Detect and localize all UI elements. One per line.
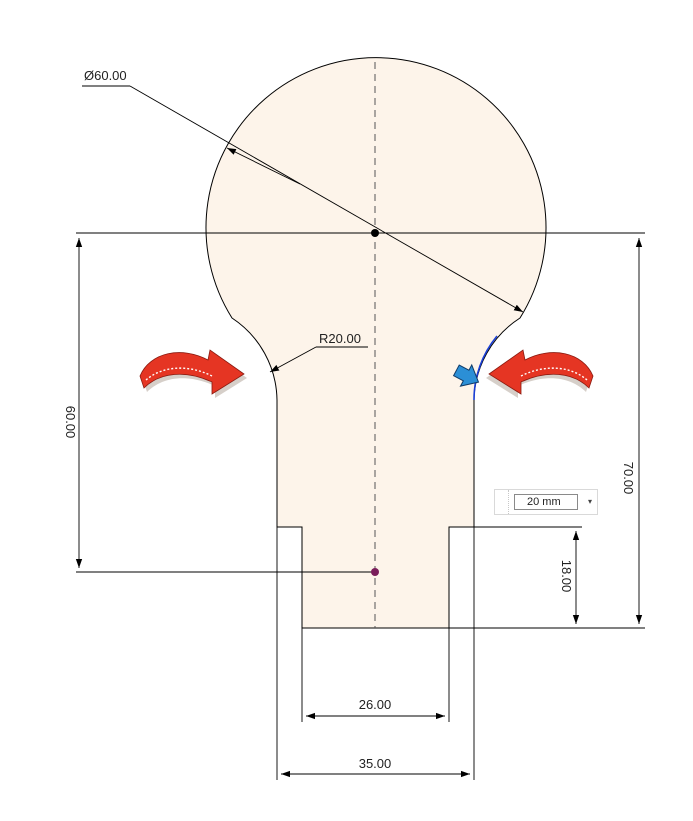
curved-arrow-red-icon — [486, 349, 594, 398]
dim-70-label[interactable]: 70.00 — [621, 462, 636, 495]
diameter-dimension-line — [129, 85, 524, 313]
radius-dimension-line — [269, 346, 317, 373]
chevron-down-icon[interactable]: ▾ — [587, 497, 592, 506]
dimension-value-input[interactable] — [514, 494, 578, 510]
selected-fillet-edge[interactable] — [473, 335, 498, 401]
sketch-point[interactable] — [371, 568, 379, 576]
drag-handle[interactable] — [495, 490, 509, 514]
dimension-input-box: ▾ — [494, 489, 598, 515]
curved-arrow-red-icon — [139, 349, 247, 398]
sketch-profile[interactable] — [205, 57, 547, 629]
diameter-dimension-label[interactable]: Ø60.00 — [84, 68, 127, 83]
dim-35-label[interactable]: 35.00 — [359, 756, 392, 771]
dim-26-label[interactable]: 26.00 — [359, 697, 392, 712]
dim-18-label[interactable]: 18.00 — [559, 560, 574, 593]
dim-60-label[interactable]: 60.00 — [63, 406, 78, 439]
radius-dimension-label[interactable]: R20.00 — [319, 331, 361, 346]
diameter-arrow-start — [226, 147, 301, 185]
blue-pointer-icon — [452, 363, 480, 387]
